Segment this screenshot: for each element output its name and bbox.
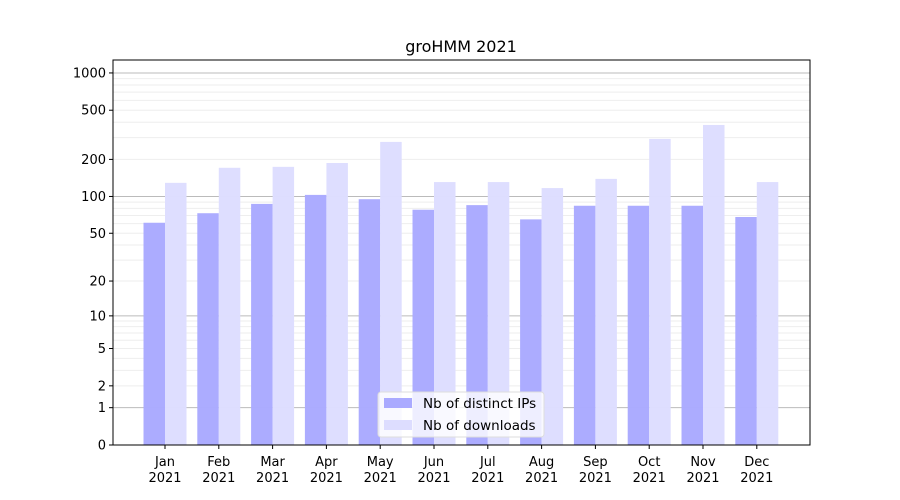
- x-tick-label-year: 2021: [686, 471, 719, 486]
- bar-downloads: [703, 124, 725, 445]
- bar-distinct-ips: [197, 213, 219, 445]
- bar-distinct-ips: [412, 209, 434, 445]
- x-tick-label-year: 2021: [471, 471, 504, 486]
- bar-downloads: [326, 163, 348, 445]
- x-tick-label-month: Aug: [529, 455, 554, 470]
- x-tick-label-year: 2021: [579, 471, 612, 486]
- y-tick-label: 1: [98, 401, 106, 416]
- bar-downloads: [649, 138, 671, 445]
- x-tick-label-month: Apr: [315, 455, 338, 470]
- bar-distinct-ips: [520, 219, 542, 445]
- bar-distinct-ips: [358, 199, 381, 445]
- bar-distinct-ips: [627, 205, 650, 445]
- x-tick-label-month: Dec: [744, 455, 769, 470]
- x-tick-label-year: 2021: [417, 471, 450, 486]
- plot-frame: [112, 59, 811, 446]
- x-axis: Jan2021Feb2021Mar2021Apr2021May2021Jun20…: [148, 445, 773, 486]
- x-tick-label-year: 2021: [256, 471, 289, 486]
- y-tick-label: 20: [89, 275, 106, 290]
- y-tick-label: 50: [89, 227, 106, 242]
- bar-distinct-ips: [573, 205, 596, 445]
- chart-title: groHMM 2021: [405, 37, 517, 56]
- x-tick-label-month: Jun: [423, 455, 444, 470]
- legend-swatch-downloads: [384, 420, 412, 430]
- bar-downloads: [595, 178, 617, 445]
- x-tick-label-month: Jul: [479, 455, 496, 470]
- bar-distinct-ips: [251, 203, 273, 445]
- x-tick-label-month: Feb: [207, 455, 230, 470]
- x-tick-label-month: Nov: [690, 455, 716, 470]
- legend-swatch-ips: [384, 398, 412, 408]
- x-tick-label-month: Sep: [583, 455, 608, 470]
- bar-distinct-ips: [735, 216, 757, 445]
- bar-downloads: [756, 182, 779, 445]
- y-tick-label: 1000: [73, 66, 106, 81]
- y-tick-label: 100: [81, 190, 106, 205]
- x-tick-label-year: 2021: [633, 471, 666, 486]
- x-tick-label-month: Mar: [260, 455, 285, 470]
- bar-distinct-ips: [466, 205, 488, 445]
- x-tick-label-year: 2021: [525, 471, 558, 486]
- y-tick-label: 0: [98, 439, 106, 454]
- bar-downloads: [165, 182, 187, 445]
- legend-box: [377, 391, 545, 438]
- x-tick-label-month: May: [367, 455, 394, 470]
- legend: Nb of distinct IPs Nb of downloads: [377, 391, 545, 438]
- x-tick-label-year: 2021: [202, 471, 235, 486]
- bar-distinct-ips: [681, 205, 703, 445]
- legend-label-ips: Nb of distinct IPs: [423, 396, 536, 412]
- y-tick-label: 5: [98, 342, 106, 357]
- bar-downloads: [218, 167, 241, 445]
- bars: [143, 124, 779, 446]
- bar-downloads: [434, 182, 456, 445]
- x-tick-label-year: 2021: [148, 471, 181, 486]
- x-tick-label-year: 2021: [364, 471, 397, 486]
- bar-downloads: [487, 182, 510, 445]
- bar-downloads: [380, 141, 402, 445]
- y-tick-label: 200: [81, 153, 106, 168]
- bar-distinct-ips: [143, 222, 165, 445]
- bar-distinct-ips: [304, 194, 327, 445]
- y-tick-label: 2: [98, 379, 106, 394]
- y-tick-label: 500: [81, 104, 106, 119]
- x-tick-label-month: Jan: [154, 455, 175, 470]
- y-tick-label: 10: [89, 309, 106, 324]
- y-axis: 0 1 2 5 10 20 50 100 200 500 1000: [73, 66, 113, 454]
- bar-downloads: [541, 188, 564, 446]
- bar-downloads: [272, 166, 295, 445]
- x-tick-label-year: 2021: [310, 471, 343, 486]
- x-tick-label-month: Oct: [638, 455, 660, 470]
- legend-label-downloads: Nb of downloads: [423, 418, 536, 434]
- x-tick-label-year: 2021: [740, 471, 773, 486]
